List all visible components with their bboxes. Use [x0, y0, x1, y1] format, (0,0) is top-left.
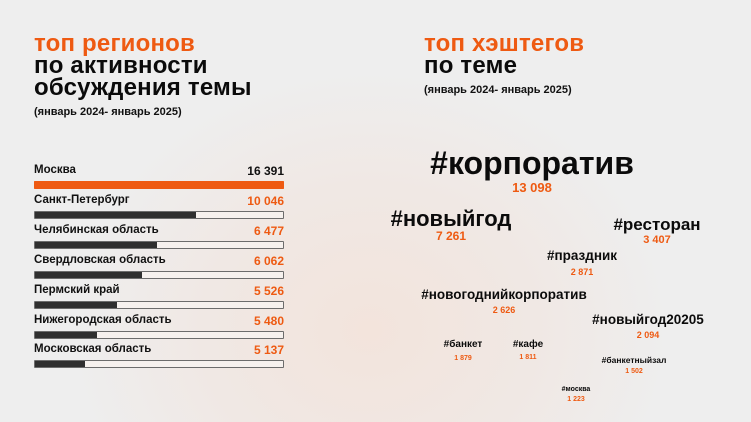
region-bar-track [34, 241, 284, 249]
hashtags-period: (январь 2024- январь 2025) [424, 84, 572, 96]
region-row: Санкт-Петербург 10 046 [34, 194, 284, 220]
hashtag-item: #ресторан 3 407 [600, 215, 714, 247]
hashtag-label: #новогоднийкорпоратив [421, 287, 587, 302]
region-bar-fill [35, 332, 97, 338]
region-name: Свердловская область [34, 254, 166, 266]
regions-title-line2: по активности [34, 52, 208, 79]
hashtag-count: 2 871 [570, 267, 594, 277]
region-value: 5 526 [253, 284, 284, 298]
hashtag-count: 2 626 [492, 305, 516, 315]
hashtag-label: #корпоратив [430, 145, 634, 181]
hashtag-item: #корпоратив 13 098 [422, 146, 642, 195]
region-name: Челябинская область [34, 224, 159, 236]
region-value: 5 137 [253, 343, 284, 357]
hashtag-count: 3 407 [643, 234, 671, 246]
region-name: Пермский край [34, 284, 120, 296]
hashtags-title-line2: по теме [424, 52, 518, 79]
region-row: Пермский край 5 526 [34, 284, 284, 310]
regions-period: (январь 2024- январь 2025) [34, 106, 182, 118]
hashtag-label: #праздник [546, 248, 618, 263]
hashtag-label: #банкетныйзал [601, 355, 667, 365]
hashtag-label: #банкет [443, 339, 483, 350]
region-value: 6 062 [253, 254, 284, 268]
hashtags-title-accent: топ хэштегов [424, 30, 585, 57]
hashtag-count: 1 879 [454, 355, 472, 362]
hashtag-label: #новыйгод [390, 206, 512, 231]
hashtag-count: 2 094 [636, 330, 660, 340]
hashtag-label: #новыйгод20205 [592, 312, 704, 327]
hashtag-item: #новыйгод 7 261 [374, 207, 528, 243]
regions-title-accent: топ регионов [34, 30, 195, 57]
hashtag-label: #ресторан [613, 215, 701, 234]
hashtag-label: #москва [561, 386, 591, 393]
region-bar-fill [35, 242, 157, 248]
region-row: Челябинская область 6 477 [34, 224, 284, 250]
region-value: 6 477 [253, 224, 284, 238]
region-name: Москва [34, 164, 76, 176]
region-name: Московская область [34, 343, 152, 355]
hashtag-item: #новогоднийкорпоратив 2 626 [404, 287, 604, 316]
hashtag-count: 1 223 [567, 396, 585, 403]
region-bar-track [34, 181, 284, 189]
hashtag-count: 1 502 [625, 368, 643, 375]
hashtag-item: #банкет 1 879 [432, 339, 494, 364]
region-row: Москва 16 391 [34, 164, 284, 190]
hashtag-item: #москва 1 223 [553, 385, 599, 404]
region-value: 10 046 [247, 194, 284, 208]
hashtag-count: 7 261 [435, 229, 467, 243]
region-name: Нижегородская область [34, 314, 172, 326]
region-bar-fill [35, 212, 197, 218]
hashtag-item: #новыйгод20205 2 094 [583, 312, 713, 341]
region-row: Нижегородская область 5 480 [34, 314, 284, 340]
hashtag-label: #кафе [512, 339, 544, 350]
region-bar-track [34, 360, 284, 368]
region-name: Санкт-Петербург [34, 194, 130, 206]
hashtag-item: #кафе 1 811 [506, 339, 550, 363]
hashtag-count: 1 811 [519, 354, 537, 361]
region-bar-fill [35, 302, 117, 308]
region-row: Московская область 5 137 [34, 343, 284, 369]
region-value: 16 391 [247, 164, 284, 178]
regions-title-line3: обсуждения темы [34, 74, 252, 101]
hashtag-item: #праздник 2 871 [530, 248, 634, 278]
hashtag-item: #банкетныйзал 1 502 [590, 355, 678, 376]
region-bar-track [34, 301, 284, 309]
region-bar-fill [35, 361, 85, 367]
region-row: Свердловская область 6 062 [34, 254, 284, 280]
hashtag-count: 13 098 [512, 180, 552, 195]
region-bar-track [34, 211, 284, 219]
region-value: 5 480 [253, 314, 284, 328]
region-bar-fill [35, 272, 142, 278]
region-bar-fill [34, 181, 284, 189]
region-bar-track [34, 271, 284, 279]
region-bar-track [34, 331, 284, 339]
